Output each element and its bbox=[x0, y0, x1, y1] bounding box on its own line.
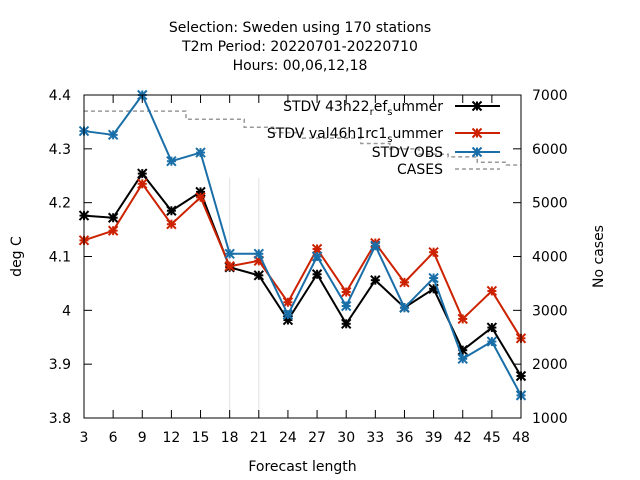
data-point bbox=[195, 147, 206, 158]
data-point bbox=[457, 313, 468, 325]
data-point bbox=[428, 272, 439, 284]
legend-marker bbox=[471, 100, 483, 112]
y2-tick-label: 1000 bbox=[532, 411, 568, 427]
series-line bbox=[83, 93, 522, 396]
chart-rules bbox=[229, 178, 260, 418]
y-axis: 3.8 3.9 4 4.1 4.2 4.3 4.4 bbox=[49, 88, 92, 427]
data-point bbox=[137, 178, 148, 190]
data-point bbox=[224, 260, 235, 272]
y-tick-label: 3.9 bbox=[49, 357, 71, 373]
data-point bbox=[166, 205, 177, 216]
data-point bbox=[486, 285, 498, 297]
x-tick-label: 39 bbox=[425, 430, 443, 446]
series-line bbox=[84, 110, 521, 166]
x-tick-label: 15 bbox=[192, 430, 210, 446]
data-point bbox=[137, 168, 148, 179]
y-tick-label: 4.1 bbox=[49, 250, 71, 266]
data-point bbox=[195, 192, 206, 203]
data-point bbox=[340, 300, 352, 312]
data-point bbox=[399, 277, 410, 288]
data-point bbox=[107, 129, 119, 141]
x-tick-label: 24 bbox=[279, 430, 297, 446]
x-tick-label: 21 bbox=[250, 430, 268, 446]
legend-label: CASES bbox=[397, 162, 443, 178]
series-2 bbox=[78, 89, 527, 401]
x-tick-label: 42 bbox=[454, 430, 472, 446]
data-point bbox=[166, 218, 177, 230]
x-tick-label: 30 bbox=[337, 430, 355, 446]
data-point bbox=[282, 309, 294, 320]
title-line-1: Selection: Sweden using 170 stations bbox=[169, 20, 431, 36]
y2-tick-label: 2000 bbox=[532, 357, 568, 373]
x-tick-label: 45 bbox=[483, 430, 501, 446]
x-tick-label: 48 bbox=[512, 430, 530, 446]
data-point bbox=[428, 246, 439, 258]
data-point bbox=[166, 156, 177, 167]
y2-tick-label: 7000 bbox=[532, 88, 568, 104]
data-point bbox=[224, 248, 235, 260]
y-tick-label: 3.8 bbox=[49, 411, 71, 427]
y2-tick-label: 6000 bbox=[532, 142, 568, 158]
y2-axis: 1000 2000 3000 4000 5000 6000 7000 bbox=[513, 88, 568, 427]
data-point bbox=[486, 336, 498, 347]
data-point bbox=[253, 248, 265, 260]
x-axis-label: Forecast length bbox=[248, 459, 356, 475]
legend-label: STDV OBS bbox=[372, 145, 443, 161]
legend-label: STDV 43h22refsummer bbox=[283, 99, 443, 118]
y2-tick-label: 3000 bbox=[532, 303, 568, 319]
legend-label: STDV val46h1rc1summer bbox=[267, 126, 443, 145]
x-tick-label: 33 bbox=[366, 430, 384, 446]
y2-axis-label: No cases bbox=[591, 225, 607, 288]
legend: STDV 43h22refsummer STDV val46h1rc1summer… bbox=[267, 99, 500, 178]
y-tick-label: 4.3 bbox=[49, 142, 71, 158]
data-point bbox=[107, 212, 119, 223]
series-3 bbox=[84, 110, 521, 166]
data-point bbox=[340, 318, 352, 329]
data-point bbox=[457, 353, 468, 364]
x-tick-label: 3 bbox=[80, 430, 89, 446]
data-point bbox=[311, 269, 323, 280]
y-tick-label: 4 bbox=[62, 303, 71, 319]
data-point bbox=[399, 302, 410, 313]
data-point bbox=[340, 286, 352, 298]
title-line-2: T2m Period: 20220701-20220710 bbox=[181, 39, 418, 55]
data-point bbox=[311, 243, 323, 255]
data-point bbox=[107, 225, 119, 236]
x-tick-label: 9 bbox=[138, 430, 147, 446]
legend-marker bbox=[471, 146, 483, 158]
y2-tick-label: 5000 bbox=[532, 196, 568, 212]
series-1 bbox=[78, 178, 527, 344]
data-point bbox=[253, 270, 265, 281]
data-point bbox=[370, 274, 381, 286]
y-tick-label: 4.2 bbox=[49, 196, 71, 212]
series-layer bbox=[78, 89, 527, 401]
x-tick-label: 36 bbox=[396, 430, 414, 446]
series-line bbox=[83, 182, 522, 339]
y-tick-label: 4.4 bbox=[49, 88, 71, 104]
chart-title: Selection: Sweden using 170 stations T2m… bbox=[169, 20, 431, 74]
data-point bbox=[282, 297, 294, 308]
legend-marker bbox=[471, 127, 483, 139]
x-tick-label: 18 bbox=[221, 430, 239, 446]
data-point bbox=[311, 251, 323, 262]
x-tick-label: 27 bbox=[308, 430, 326, 446]
y-axis-label: deg C bbox=[9, 236, 25, 277]
x-tick-label: 12 bbox=[162, 430, 180, 446]
x-tick-label: 6 bbox=[109, 430, 118, 446]
data-point bbox=[486, 322, 498, 333]
data-point bbox=[370, 240, 381, 251]
plot-frame bbox=[83, 94, 522, 419]
title-line-3: Hours: 00,06,12,18 bbox=[233, 58, 368, 74]
x-axis: 3 6 9 12 15 18 21 24 27 30 33 36 39 42 45 48 bbox=[80, 95, 530, 446]
y2-tick-label: 4000 bbox=[532, 250, 568, 266]
